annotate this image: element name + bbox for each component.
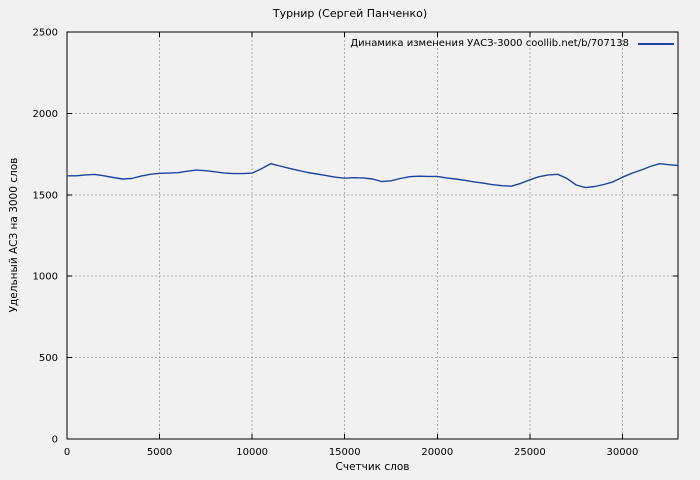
- chart-title: Турнир (Сергей Панченко): [272, 7, 428, 20]
- x-tick-label: 30000: [607, 447, 639, 458]
- y-tick-label: 500: [39, 353, 58, 364]
- x-axis-label: Счетчик слов: [335, 461, 410, 473]
- plot-border: [66, 31, 679, 440]
- x-tick-label: 0: [64, 447, 70, 458]
- y-tick-label: 0: [52, 435, 58, 446]
- legend-series-label: Динамика изменения УАСЗ-3000 coollib.net…: [350, 38, 629, 49]
- x-tick-label: 10000: [236, 447, 268, 458]
- series-line: [66, 162, 679, 189]
- x-tick-label: 15000: [329, 447, 361, 458]
- x-tick-label: 25000: [514, 447, 546, 458]
- legend: Динамика изменения УАСЗ-3000 coollib.net…: [350, 38, 674, 49]
- x-tick-label: 5000: [147, 447, 172, 458]
- y-tick-label: 1000: [33, 272, 58, 283]
- y-axis-label: Удельный АСЗ на 3000 слов: [8, 157, 20, 313]
- y-tick-label: 2000: [33, 109, 58, 120]
- y-tick-label: 2500: [33, 28, 58, 39]
- legend-line-sample-icon: [638, 42, 674, 45]
- x-tick-label: 20000: [421, 447, 453, 458]
- y-tick-label: 1500: [33, 190, 58, 201]
